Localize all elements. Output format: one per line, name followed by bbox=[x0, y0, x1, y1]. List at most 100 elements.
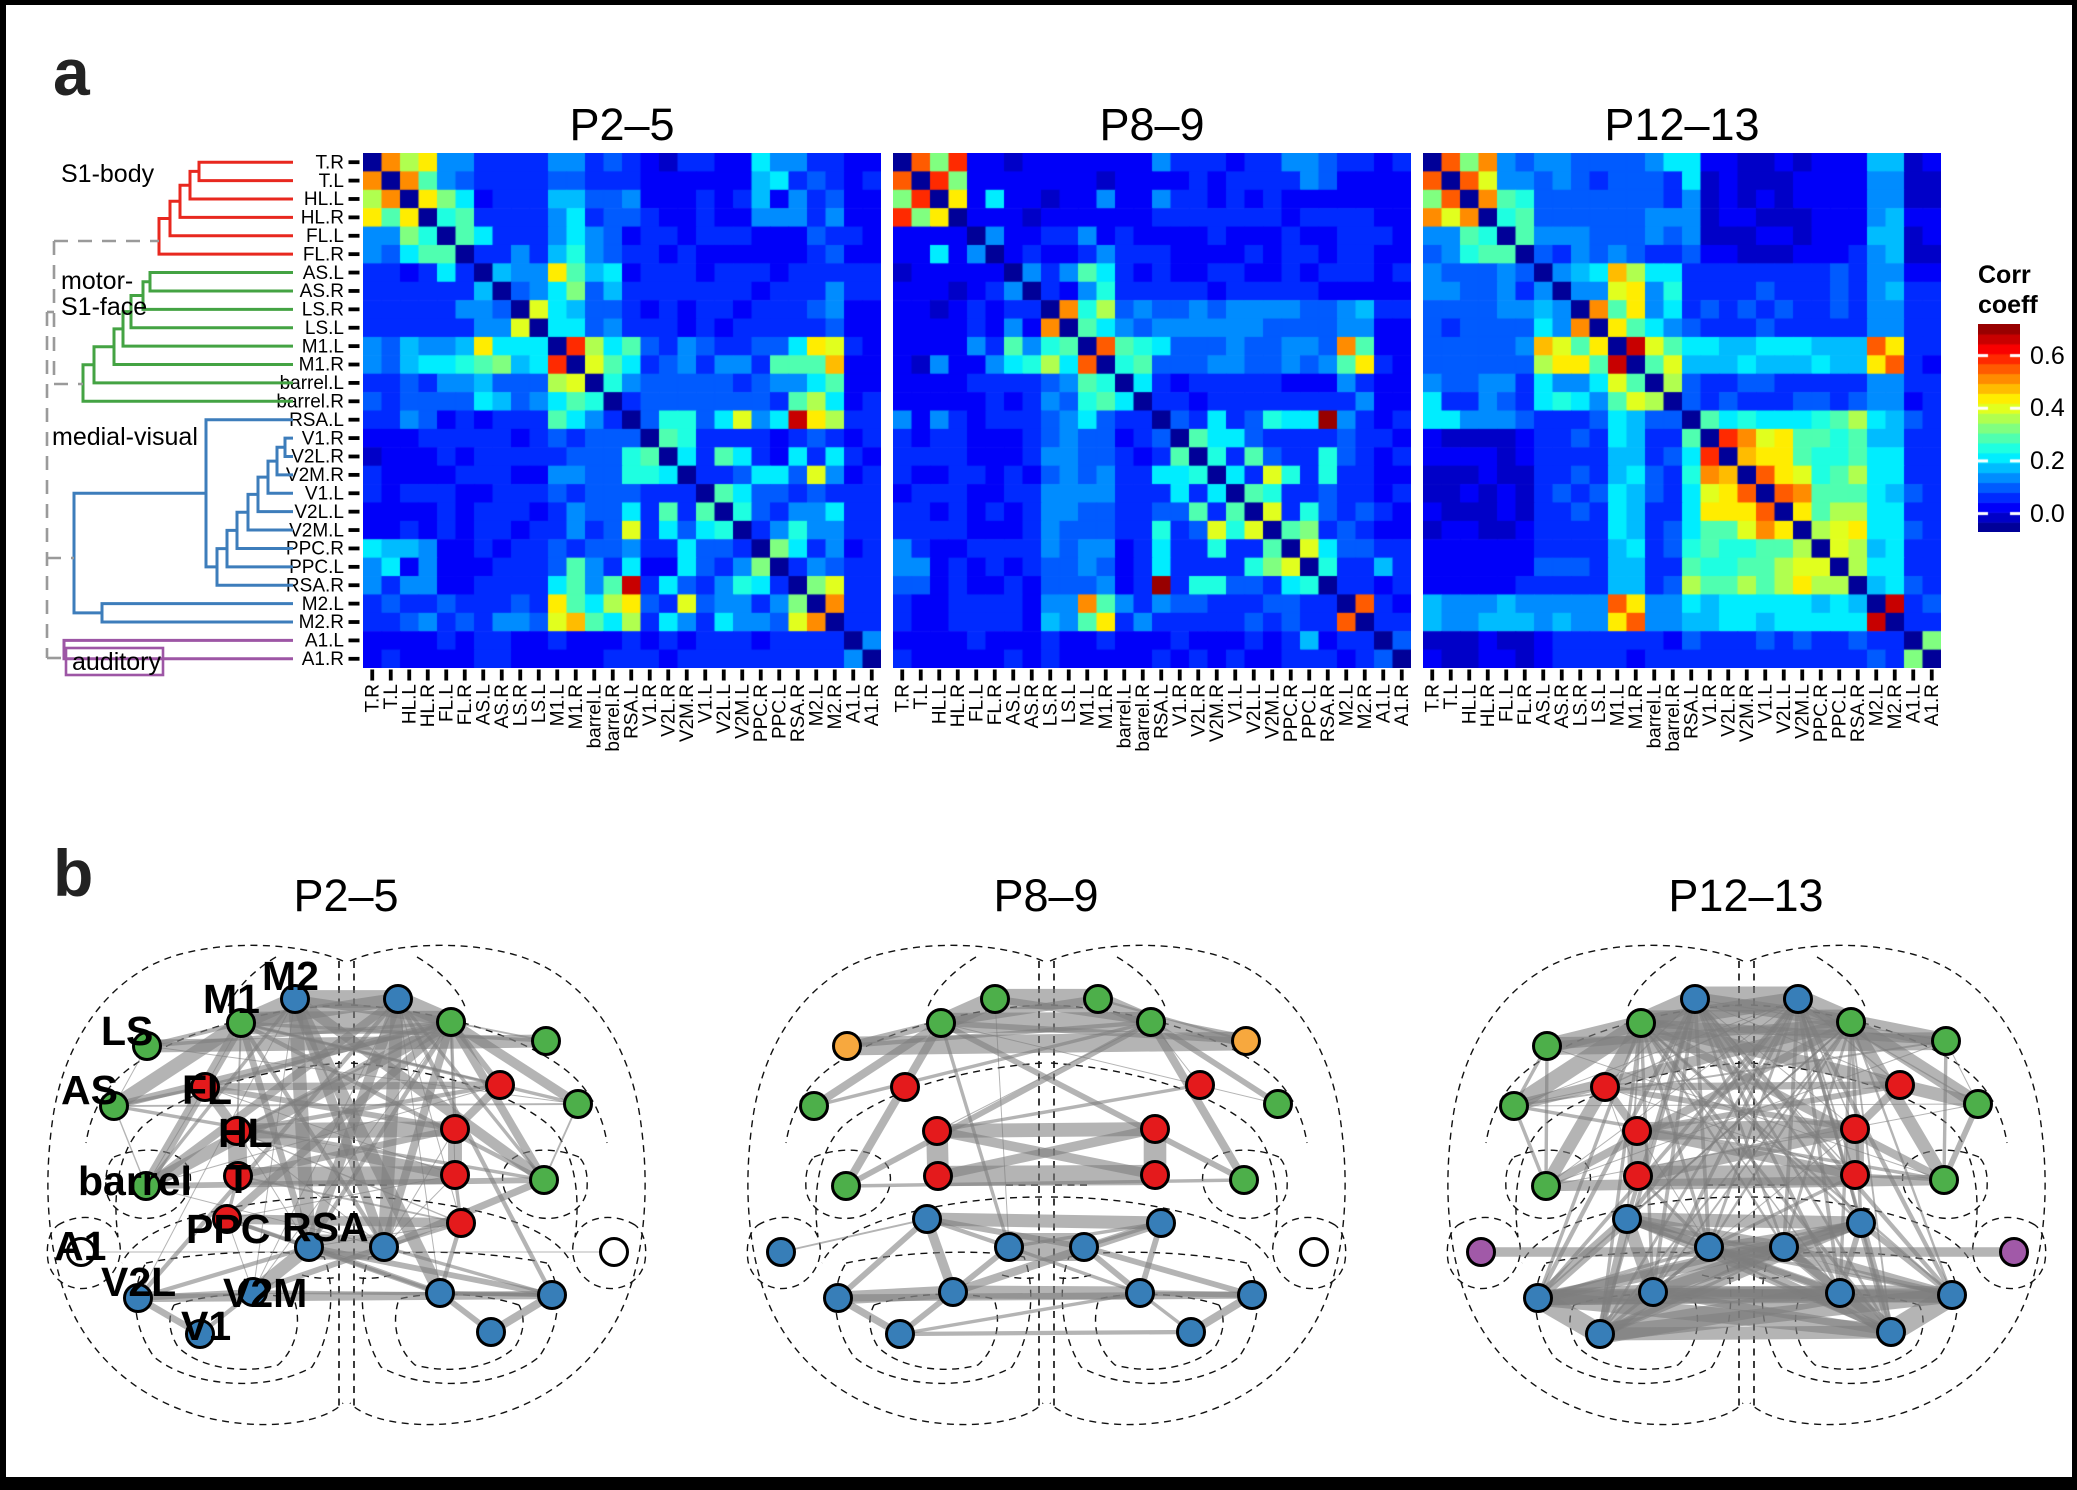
col-tick bbox=[666, 669, 671, 681]
node-RSA.L bbox=[1694, 1232, 1724, 1262]
col-label-T.R: T.R bbox=[892, 684, 913, 713]
colorbar-tick-0.0: 0.0 bbox=[2030, 499, 2065, 528]
edge-HL.L-FL.R bbox=[936, 1083, 1201, 1133]
node-M1.R bbox=[436, 1007, 466, 1037]
col-tick bbox=[481, 669, 486, 681]
outline-path bbox=[572, 1216, 647, 1290]
heatmap-p2-5 bbox=[363, 153, 881, 668]
col-tick bbox=[1874, 669, 1879, 681]
node-V2L.R bbox=[537, 1280, 567, 1310]
col-tick bbox=[555, 669, 560, 681]
col-tick bbox=[1781, 669, 1786, 681]
node-V1.L bbox=[1585, 1319, 1615, 1349]
col-label-AS.L: AS.L bbox=[1003, 684, 1024, 725]
dendrogram-branch bbox=[157, 217, 293, 256]
node-FL.L bbox=[190, 1072, 220, 1102]
col-tick bbox=[629, 669, 634, 681]
node-A1.L bbox=[66, 1237, 96, 1267]
node-FL.R bbox=[1885, 1070, 1915, 1100]
col-tick bbox=[573, 669, 578, 681]
col-label-barrel.L: barrel.L bbox=[1644, 684, 1665, 748]
edge-V2M.R-M2.R bbox=[397, 998, 441, 1294]
edge-LS.L-M1.L bbox=[846, 1019, 942, 1050]
col-tick bbox=[1522, 669, 1527, 681]
col-label-FL.L: FL.L bbox=[966, 684, 987, 722]
node-barrel.R bbox=[529, 1165, 559, 1195]
row-tick bbox=[348, 472, 360, 477]
edge-LS.R-M1.R bbox=[1849, 1014, 1948, 1049]
col-tick bbox=[1504, 669, 1509, 681]
edge-V2M.R-V1.L bbox=[899, 1291, 1141, 1336]
col-label-M1.L: M1.L bbox=[547, 684, 568, 726]
outline-path bbox=[927, 956, 977, 1008]
col-label-M1.R: M1.R bbox=[566, 684, 587, 729]
node-RSA.L bbox=[994, 1232, 1024, 1262]
col-tick bbox=[1196, 669, 1201, 681]
node-V1.R bbox=[1876, 1317, 1906, 1347]
edge-PPC.L-M2.R bbox=[1625, 997, 1800, 1221]
outline-path bbox=[821, 1196, 1043, 1264]
col-label-RSA.R: RSA.R bbox=[1318, 684, 1339, 742]
col-label-V2L.L: V2L.L bbox=[1244, 684, 1265, 734]
col-tick bbox=[1559, 669, 1564, 681]
col-label-PPC.R: PPC.R bbox=[751, 684, 772, 742]
edge-LS.R-LS.L bbox=[1546, 1032, 1947, 1055]
region-label-FL: FL bbox=[182, 1067, 232, 1113]
col-tick bbox=[1399, 669, 1404, 681]
brain-outline-right bbox=[1038, 944, 1347, 1426]
edge-RSA.L-V2L.L bbox=[137, 1244, 310, 1301]
outline-path bbox=[46, 1216, 121, 1290]
colorbar-title: Corr coeff bbox=[1978, 261, 2038, 320]
col-label-M1.L: M1.L bbox=[1607, 684, 1628, 726]
node-HL.L bbox=[222, 1116, 252, 1146]
node-FL.L bbox=[890, 1072, 920, 1102]
col-label-V2L.R: V2L.R bbox=[1718, 684, 1739, 737]
col-label-V1.L: V1.L bbox=[1225, 684, 1246, 723]
col-label-V1.L: V1.L bbox=[695, 684, 716, 723]
outline-path bbox=[1794, 1293, 1924, 1370]
edge-V2M.L-M2.L bbox=[1651, 998, 1697, 1293]
node-FL.R bbox=[485, 1070, 515, 1100]
outline-path bbox=[134, 1251, 332, 1385]
col-tick bbox=[1011, 669, 1016, 681]
edge-LS.R-M1.R bbox=[1149, 1016, 1248, 1047]
row-tick bbox=[348, 362, 360, 367]
node-V2M.L bbox=[938, 1277, 968, 1307]
row-tick bbox=[348, 215, 360, 220]
col-label-FL.L: FL.L bbox=[436, 684, 457, 722]
edge-V2M.L-M2.R bbox=[1651, 998, 1800, 1293]
col-tick bbox=[758, 669, 763, 681]
node-M1.R bbox=[1836, 1007, 1866, 1037]
col-label-V2L.L: V2L.L bbox=[714, 684, 735, 734]
row-tick bbox=[348, 656, 360, 661]
edge-T.R-T.L bbox=[1637, 1164, 1856, 1187]
region-label-barrel: barrel bbox=[78, 1158, 192, 1204]
col-label-A1.R: A1.R bbox=[862, 684, 883, 726]
edge-V2L.R-PPC.R bbox=[1859, 1220, 1954, 1298]
col-tick bbox=[518, 669, 523, 681]
region-label-V2L: V2L bbox=[101, 1259, 176, 1305]
col-label-M2.L: M2.L bbox=[1336, 684, 1357, 726]
node-PPC.L bbox=[912, 1204, 942, 1234]
node-V2L.R bbox=[1937, 1280, 1967, 1310]
edge-LS.R-barrel.R bbox=[1942, 1040, 1948, 1181]
edge-HL.L-HL.R bbox=[936, 1122, 1156, 1138]
node-AS.R bbox=[563, 1089, 593, 1119]
col-tick bbox=[1744, 669, 1749, 681]
outline-path bbox=[1972, 1216, 2047, 1290]
node-T.R bbox=[1140, 1160, 1170, 1190]
col-tick bbox=[444, 669, 449, 681]
outline-path bbox=[815, 1062, 1043, 1238]
col-label-RSA.L: RSA.L bbox=[1681, 684, 1702, 739]
node-M2.L bbox=[980, 984, 1010, 1014]
dendrogram-cluster-auditory bbox=[62, 638, 293, 661]
region-label-V1: V1 bbox=[181, 1303, 231, 1349]
row-label-RSA.R: RSA.R bbox=[286, 575, 344, 596]
edge-V2M.R-V2M.L bbox=[952, 1285, 1141, 1300]
col-label-PPC.L: PPC.L bbox=[769, 684, 790, 739]
edge-HL.R-RSA.R bbox=[383, 1128, 456, 1248]
col-tick bbox=[647, 669, 652, 681]
col-tick bbox=[610, 669, 615, 681]
